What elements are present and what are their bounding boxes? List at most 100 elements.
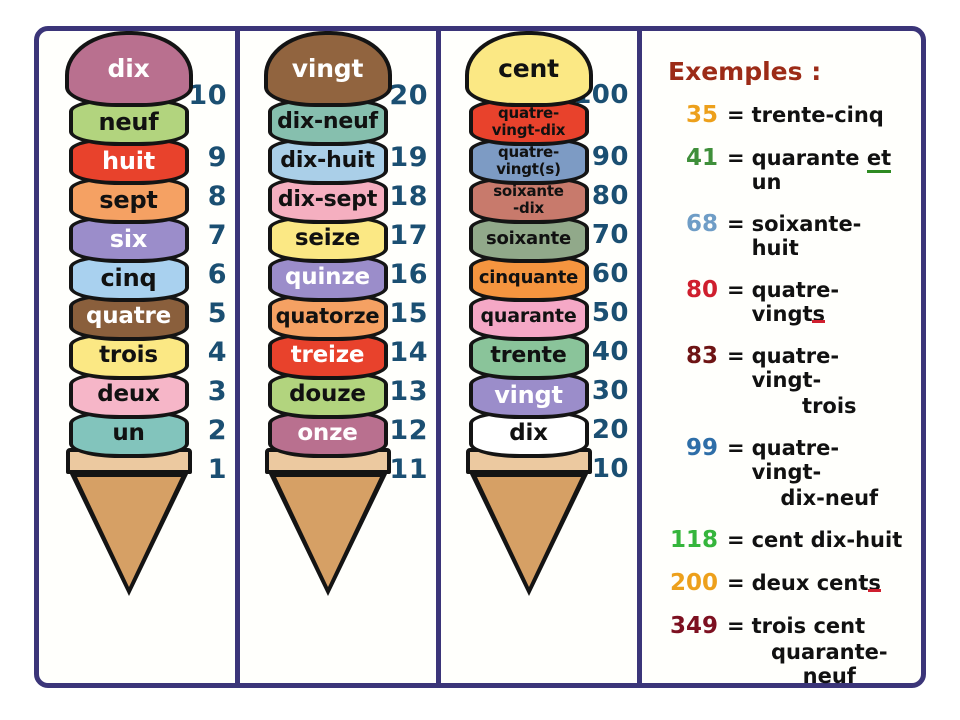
example-words: trente-cinq — [752, 103, 907, 127]
scoop-tens-100[interactable]: cent — [464, 31, 593, 107]
number-units-2: 2 — [207, 415, 227, 446]
equals-sign: = — [727, 212, 745, 236]
example-words-text: cent dix-huit — [751, 528, 903, 552]
scoop-label: deux — [97, 381, 160, 408]
example-row: 118 = cent dix-huit — [664, 527, 907, 553]
column-units: dix neuf huit sept six cinq quatre trois deux un … — [39, 31, 240, 683]
example-row: 68 = soixante-huit — [664, 211, 907, 260]
scoop-label: trente — [490, 342, 567, 368]
scoop-label: vingt — [291, 54, 364, 83]
example-number: 80 — [685, 277, 718, 303]
red-underline-final-s — [867, 578, 881, 592]
scoop-tens-90[interactable]: quatre-vingt-dix — [468, 98, 589, 146]
number-teens-12: 12 — [389, 415, 428, 446]
example-words: soixante-huit — [752, 212, 907, 260]
examples-panel: Exemples : 35 = trente-cinq 41 = quarante et … — [642, 31, 921, 688]
red-underline-final-s — [812, 309, 826, 323]
example-number: 200 — [669, 570, 718, 596]
example-number: 99 — [685, 435, 718, 461]
scoop-label: seize — [294, 225, 361, 252]
poster-frame: dix neuf huit sept six cinq quatre trois deux un … — [34, 26, 926, 688]
example-words: quatre-vingts — [752, 278, 907, 326]
cone-body — [268, 474, 387, 596]
examples-title: Exemples : — [668, 57, 822, 86]
number-teens-11: 11 — [389, 454, 428, 485]
scoop-label: treize — [290, 342, 365, 369]
scoop-units-1[interactable]: un — [68, 410, 189, 458]
scoop-teens-20[interactable]: vingt — [263, 31, 392, 107]
number-tens-30: 30 — [591, 376, 629, 406]
equals-sign: = — [727, 278, 745, 302]
number-tens-50: 50 — [591, 298, 629, 328]
scoop-label: dix-sept — [277, 186, 378, 212]
example-number: 83 — [685, 343, 718, 369]
example-number: 41 — [685, 145, 718, 171]
ice-cream-cone — [64, 448, 194, 596]
scoop-label: cinquante — [478, 266, 579, 288]
scoop-label: soixante -dix — [493, 182, 564, 217]
scoop-label: sept — [99, 185, 158, 214]
cone-body — [69, 474, 188, 596]
scoop-label: onze — [297, 420, 358, 447]
cone-body — [469, 474, 588, 596]
example-words-text: quatre-vingt- — [751, 344, 840, 392]
scoop-label: dix — [107, 54, 150, 83]
scoop-label: douze — [289, 381, 366, 408]
scoop-label: dix-neuf — [277, 108, 378, 134]
example-row: 41 = quarante et un — [664, 145, 907, 194]
example-words-text: deux cents — [751, 571, 881, 595]
example-words-text: quatre-vingt- — [751, 436, 840, 484]
scoop-label: dix — [509, 420, 548, 447]
scoop-label: quarante — [480, 305, 577, 328]
example-words: quatre-vingt-dix-neuf — [752, 436, 907, 510]
example-words: quarante et un — [751, 146, 892, 194]
equals-sign: = — [727, 146, 745, 170]
number-column-tens: 100 90 80 70 60 50 40 30 20 10 — [555, 31, 633, 683]
example-row: 35 = trente-cinq — [664, 102, 907, 128]
number-column-teens: 20 19 18 17 16 15 14 13 12 11 — [366, 31, 432, 683]
examples-list: 35 = trente-cinq 41 = quarante et un 68 = soixan… — [664, 102, 907, 688]
number-units-10: 10 — [188, 80, 227, 111]
column-tens: cent quatre-vingt-dix quatre-vingt(s) soixa… — [441, 31, 642, 683]
example-number: 68 — [685, 211, 718, 237]
example-words-text: trente-cinq — [751, 103, 884, 127]
equals-sign: = — [727, 614, 745, 638]
example-words: quatre-vingt-trois — [752, 344, 907, 418]
number-column-units: 10 9 8 7 6 5 4 3 2 1 — [165, 31, 231, 683]
example-row: 200 = deux cents — [664, 570, 907, 596]
scoop-label: trois — [99, 342, 158, 369]
example-number: 118 — [669, 527, 718, 553]
example-words: cent dix-huit — [752, 528, 907, 552]
equals-sign: = — [727, 571, 745, 595]
number-teens-17: 17 — [389, 220, 428, 251]
number-teens-16: 16 — [389, 259, 428, 290]
example-words: deux cents — [752, 571, 907, 595]
example-number: 349 — [669, 613, 718, 639]
number-tens-20: 20 — [591, 415, 629, 445]
number-tens-40: 40 — [591, 337, 629, 367]
number-teens-20: 20 — [389, 80, 428, 111]
number-tens-60: 60 — [591, 259, 629, 289]
example-words-text: quatre-vingts — [751, 278, 840, 326]
scoop-label: un — [112, 420, 145, 447]
number-units-5: 5 — [207, 298, 227, 329]
scoop-units-7[interactable]: sept — [68, 176, 189, 224]
example-words-line2: trois — [802, 394, 857, 418]
scoop-label: huit — [101, 146, 156, 175]
scoop-label: soixante — [485, 227, 572, 249]
scoop-label: quinze — [285, 264, 370, 291]
ice-cream-cone — [464, 448, 594, 596]
example-words-text: soixante-huit — [751, 212, 862, 260]
scoop-label: quatorze — [275, 304, 380, 329]
scoop-label: quatre — [85, 303, 172, 330]
scoop-label: dix-huit — [280, 147, 375, 173]
underlined-et: et — [866, 146, 892, 173]
number-teens-14: 14 — [389, 337, 428, 368]
scoop-units-10[interactable]: dix — [64, 31, 193, 107]
scoop-label: quatre-vingt-dix — [491, 104, 566, 139]
number-units-3: 3 — [207, 376, 227, 407]
number-units-8: 8 — [207, 181, 227, 212]
scoop-label: cent — [498, 54, 559, 83]
scoop-label: vingt — [494, 380, 563, 409]
number-units-4: 4 — [207, 337, 227, 368]
